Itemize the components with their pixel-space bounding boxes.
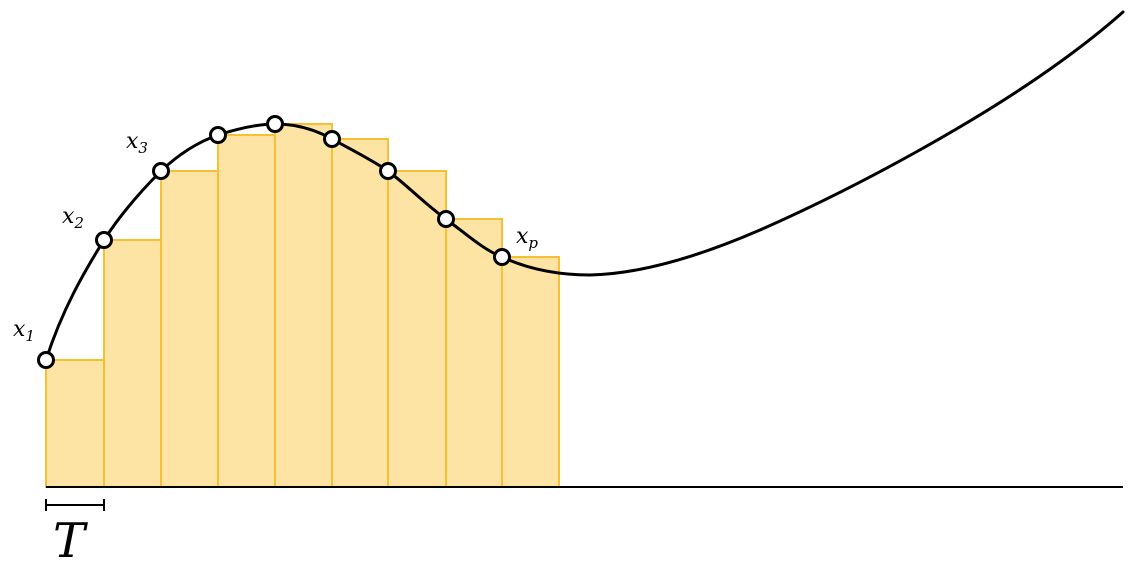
sample-hold-bars xyxy=(45,123,560,488)
period-label: T xyxy=(53,513,88,567)
sample-bar xyxy=(331,138,389,488)
sample-point xyxy=(323,130,341,148)
sample-bar xyxy=(160,170,219,488)
sample-bar xyxy=(387,170,447,488)
label-x3: x3 xyxy=(126,129,148,157)
sample-point xyxy=(266,115,284,133)
sample-bar xyxy=(274,123,333,488)
sample-bar xyxy=(45,359,105,488)
sample-bar xyxy=(103,239,162,488)
label-x2: x2 xyxy=(62,204,84,232)
sample-bar xyxy=(445,218,503,488)
label-x1: x1 xyxy=(13,317,35,345)
sample-point xyxy=(209,126,227,144)
sample-point xyxy=(493,248,511,266)
sample-bar xyxy=(501,256,560,488)
sample-point xyxy=(152,162,170,180)
sample-point xyxy=(95,231,113,249)
period-bracket xyxy=(45,499,105,511)
label-xp: xp xyxy=(516,224,538,252)
sample-point xyxy=(37,351,55,369)
sample-points xyxy=(37,115,511,369)
sample-point xyxy=(437,210,455,228)
sample-point xyxy=(379,162,397,180)
sample-bar xyxy=(217,134,276,488)
